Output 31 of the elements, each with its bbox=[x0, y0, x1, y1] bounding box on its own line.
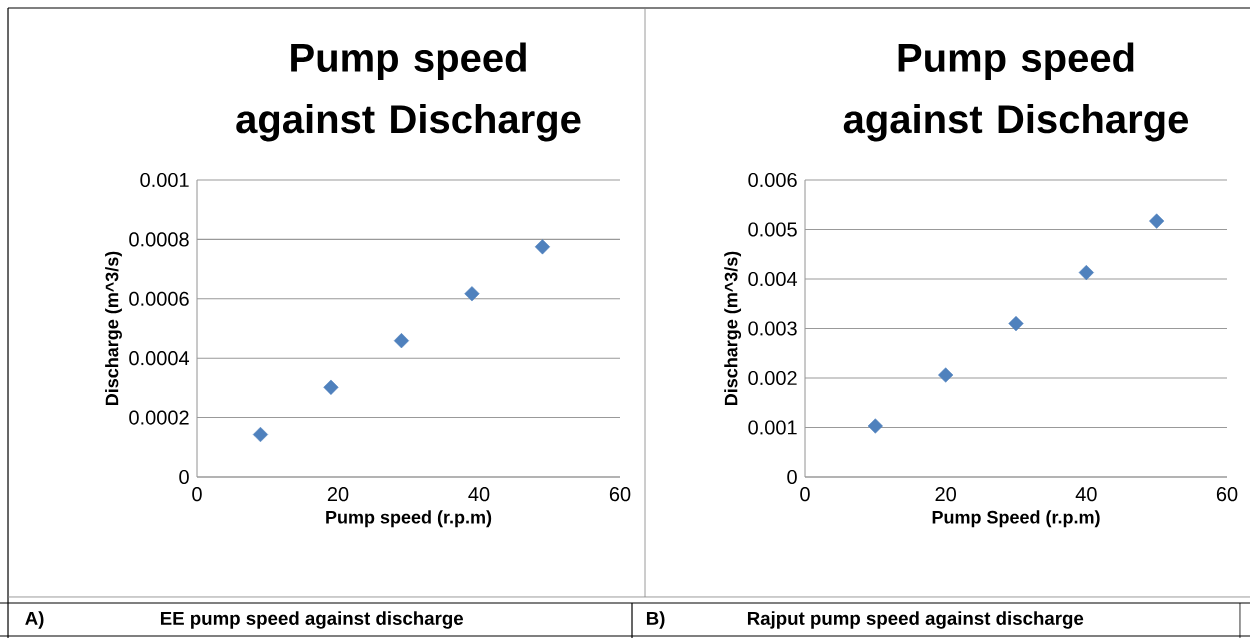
x-axis-title: Pump speed (r.p.m) bbox=[326, 510, 492, 528]
y-tick-label: 0.002 bbox=[748, 370, 797, 386]
y-tick-label: 0.004 bbox=[748, 271, 798, 287]
x-tick-label: 0 bbox=[192, 487, 202, 502]
x-axis-title: Pump Speed (r.p.m) bbox=[932, 510, 1100, 528]
x-tick-label: 0 bbox=[800, 487, 810, 502]
y-tick-label: 0.0002 bbox=[129, 410, 189, 425]
y-tick-label: 0.005 bbox=[748, 222, 797, 237]
y-tick-label: 0 bbox=[179, 469, 189, 485]
y-tick-label: 0.0006 bbox=[129, 291, 189, 306]
y-axis-title: Discharge (m^3/s) bbox=[105, 251, 122, 406]
x-tick-label: 20 bbox=[935, 487, 956, 502]
chart-title: Pump speed against Discharge bbox=[236, 42, 581, 142]
x-tick-label: 40 bbox=[1075, 487, 1097, 502]
y-tick-label: 0.001 bbox=[748, 420, 797, 435]
y-tick-label: 0.003 bbox=[748, 321, 797, 336]
text: EE pump speed against discharge bbox=[160, 611, 464, 629]
x-tick-label: 60 bbox=[609, 487, 631, 502]
y-tick-label: 0.0008 bbox=[129, 232, 189, 247]
x-tick-label: 60 bbox=[1216, 487, 1238, 502]
x-tick-label: 40 bbox=[468, 487, 490, 502]
chart-title: Pump speed against Discharge bbox=[843, 42, 1189, 142]
y-tick-label: 0.001 bbox=[140, 172, 189, 188]
text: Rajput pump speed against discharge bbox=[747, 611, 1084, 629]
text: B) bbox=[646, 611, 665, 629]
x-tick-label: 20 bbox=[327, 487, 349, 502]
y-axis-title: Discharge (m^3/s) bbox=[724, 251, 742, 406]
text: A) bbox=[25, 611, 44, 629]
y-tick-label: 0.0004 bbox=[129, 351, 190, 366]
y-tick-label: 0.006 bbox=[748, 172, 797, 188]
y-tick-label: 0 bbox=[787, 469, 797, 485]
